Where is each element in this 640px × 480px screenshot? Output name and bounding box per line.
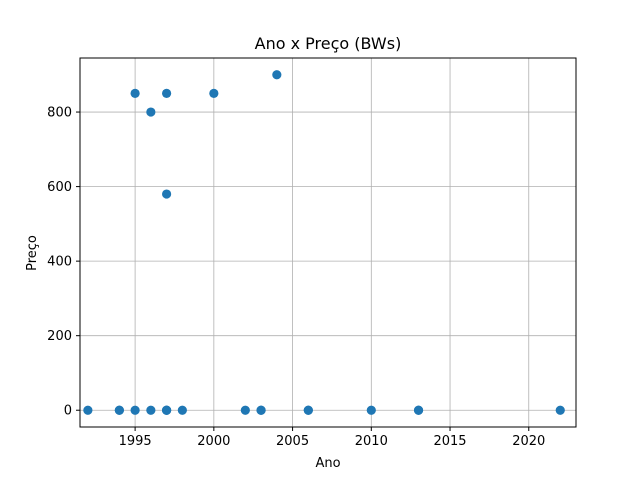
data-point [209, 88, 219, 99]
x-tick-label: 2020 [512, 434, 545, 449]
data-point [114, 405, 124, 415]
x-tick-label: 2000 [197, 434, 230, 449]
data-point [177, 405, 187, 415]
y-axis-label: Preço [25, 235, 40, 271]
axes-frame [79, 57, 577, 428]
data-point [130, 405, 140, 415]
data-point [240, 405, 250, 415]
x-axis-ticks: 1995 2000 2005 2010 2015 2020 [119, 427, 545, 449]
y-tick-label: 0 [64, 404, 72, 419]
data-point [555, 405, 565, 415]
y-tick-label: 800 [47, 106, 72, 121]
data-point [83, 405, 93, 415]
data-point [130, 88, 140, 99]
data-point [162, 405, 172, 415]
y-tick-label: 600 [47, 180, 72, 195]
y-tick-label: 200 [47, 329, 72, 344]
x-tick-label: 2010 [355, 434, 388, 449]
data-point [272, 70, 282, 80]
data-point [162, 189, 172, 199]
x-axis-label: Ano [315, 456, 340, 471]
data-point [146, 405, 156, 415]
y-axis-ticks: 0 200 400 600 800 [47, 106, 80, 419]
data-point [256, 405, 266, 415]
x-tick-label: 2005 [276, 434, 309, 449]
y-tick-label: 400 [47, 255, 72, 270]
data-point [366, 405, 376, 415]
x-tick-label: 1995 [119, 434, 152, 449]
data-points [83, 70, 565, 415]
plot-frame [79, 57, 577, 428]
data-point [413, 405, 424, 415]
data-point [162, 88, 172, 99]
data-point [146, 107, 156, 117]
chart-title: Ano x Preço (BWs) [255, 34, 402, 53]
x-tick-label: 2015 [433, 434, 466, 449]
data-point [303, 405, 313, 415]
